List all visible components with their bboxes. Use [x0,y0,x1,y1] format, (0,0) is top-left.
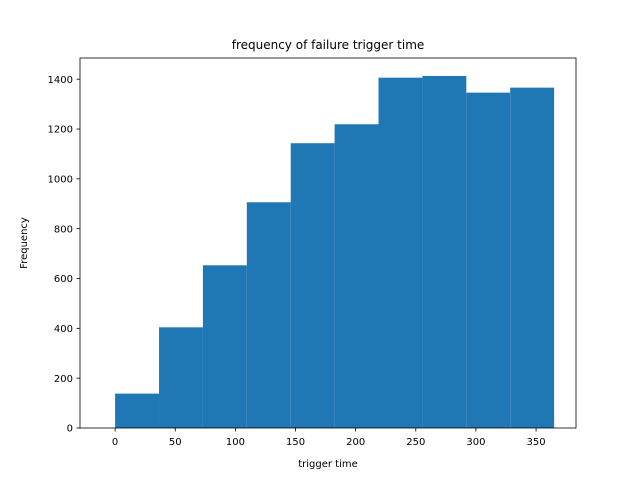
x-axis-ticks: 0 50 100 150 200 250 300 350 [112,428,546,448]
histogram-bar [202,265,247,428]
histogram-bar [246,202,291,428]
y-tick-label: 800 [54,224,73,235]
y-axis-label: Frequency [19,217,30,269]
y-tick-label: 600 [54,274,73,285]
x-tick-label: 50 [169,437,182,448]
x-tick-label: 300 [466,437,485,448]
histogram-bar [422,75,467,428]
x-tick-label: 0 [112,437,118,448]
x-axis-label: trigger time [298,459,358,470]
x-tick-label: 200 [346,437,365,448]
y-axis-ticks: 0 200 400 600 800 1000 1200 1400 [48,75,80,435]
y-tick-label: 0 [67,424,73,435]
plot-frame [79,57,577,429]
histogram-bar [115,393,160,428]
histogram-bar [510,87,555,428]
chart-title: frequency of failure trigger time [232,38,425,52]
y-tick-label: 400 [54,324,73,335]
x-tick-label: 100 [226,437,245,448]
histogram-bar [159,327,203,428]
x-tick-label: 250 [406,437,425,448]
y-tick-label: 1000 [48,174,73,185]
histogram-bar [466,92,511,428]
y-tick-label: 1400 [48,75,73,86]
y-tick-label: 200 [54,374,73,385]
x-tick-label: 150 [286,437,305,448]
histogram-bar [290,143,335,428]
histogram-bar [334,124,379,428]
y-tick-label: 1200 [48,125,73,136]
histogram-bar [378,77,423,428]
bars-group [115,75,555,428]
x-tick-label: 350 [527,437,546,448]
